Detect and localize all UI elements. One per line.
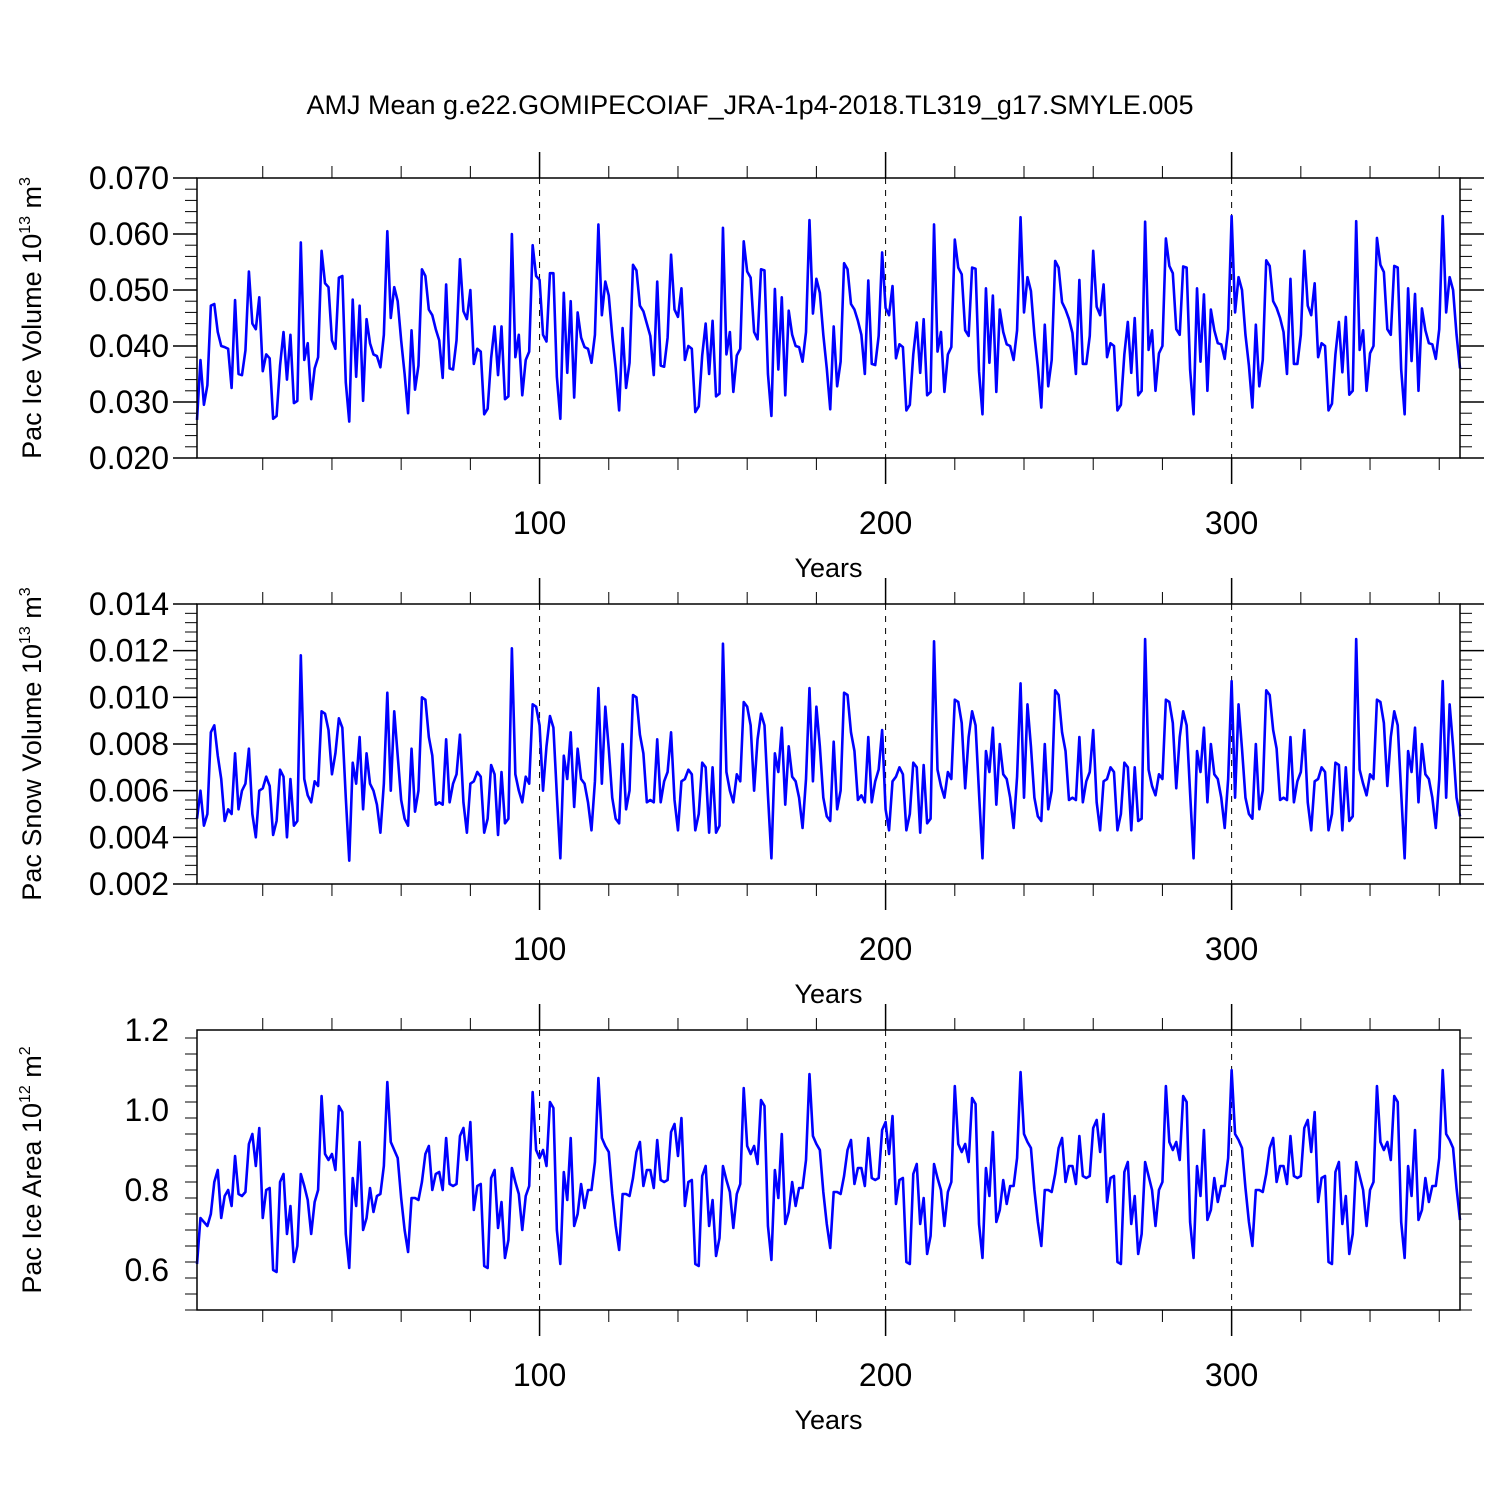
y-axis-label: Pac Ice Area 1012 m2 bbox=[17, 1046, 47, 1293]
y-tick-label: 0.8 bbox=[125, 1172, 169, 1208]
y-tick-label: 0.050 bbox=[89, 272, 169, 308]
y-tick-label: 0.040 bbox=[89, 328, 169, 364]
y-axis-label: Pac Ice Volume 1013 m3 bbox=[17, 177, 47, 459]
y-tick-label: 0.014 bbox=[89, 586, 169, 622]
x-tick-label: 200 bbox=[859, 505, 912, 541]
series-line bbox=[195, 214, 1462, 423]
x-axis-label: Years bbox=[794, 979, 862, 1009]
x-axis-label: Years bbox=[794, 1405, 862, 1435]
y-tick-label: 0.010 bbox=[89, 679, 169, 715]
x-axis-label: Years bbox=[794, 553, 862, 583]
x-tick-label: 200 bbox=[859, 931, 912, 967]
x-tick-label: 300 bbox=[1205, 505, 1258, 541]
series-line bbox=[195, 637, 1462, 862]
y-tick-label: 0.030 bbox=[89, 384, 169, 420]
y-tick-label: 1.0 bbox=[125, 1092, 169, 1128]
plot-frame bbox=[196, 177, 1461, 459]
x-tick-label: 100 bbox=[513, 931, 566, 967]
x-tick-label: 300 bbox=[1205, 1357, 1258, 1393]
panel-3: 0.6 0.8 1.0 1.2 100 200 300 Years Pac Ice Area 1… bbox=[17, 1004, 1472, 1435]
y-tick-label: 0.006 bbox=[89, 773, 169, 809]
panel-1: 0.020 0.030 0.040 0.050 0.060 0.070 100 200 300 Y… bbox=[17, 152, 1484, 583]
y-tick-label: 0.6 bbox=[125, 1252, 169, 1288]
x-tick-label: 200 bbox=[859, 1357, 912, 1393]
y-axis-label: Pac Snow Volume 1013 m3 bbox=[17, 587, 47, 900]
x-tick-label: 100 bbox=[513, 505, 566, 541]
series-line bbox=[195, 1068, 1462, 1274]
x-tick-label: 100 bbox=[513, 1357, 566, 1393]
y-tick-label: 0.008 bbox=[89, 726, 169, 762]
y-tick-label: 0.070 bbox=[89, 160, 169, 196]
y-tick-label: 1.2 bbox=[125, 1012, 169, 1048]
y-tick-label: 0.060 bbox=[89, 216, 169, 252]
y-tick-label: 0.020 bbox=[89, 440, 169, 476]
plot-frame bbox=[196, 603, 1461, 885]
y-tick-label: 0.002 bbox=[89, 866, 169, 902]
x-tick-label: 300 bbox=[1205, 931, 1258, 967]
figure-title: AMJ Mean g.e22.GOMIPECOIAF_JRA-1p4-2018.… bbox=[307, 90, 1194, 120]
plot-frame bbox=[196, 1029, 1461, 1311]
y-tick-label: 0.012 bbox=[89, 633, 169, 669]
panel-2: 0.002 0.004 0.006 0.008 0.010 0.012 0.014 100 20… bbox=[17, 578, 1484, 1009]
y-tick-label: 0.004 bbox=[89, 819, 169, 855]
